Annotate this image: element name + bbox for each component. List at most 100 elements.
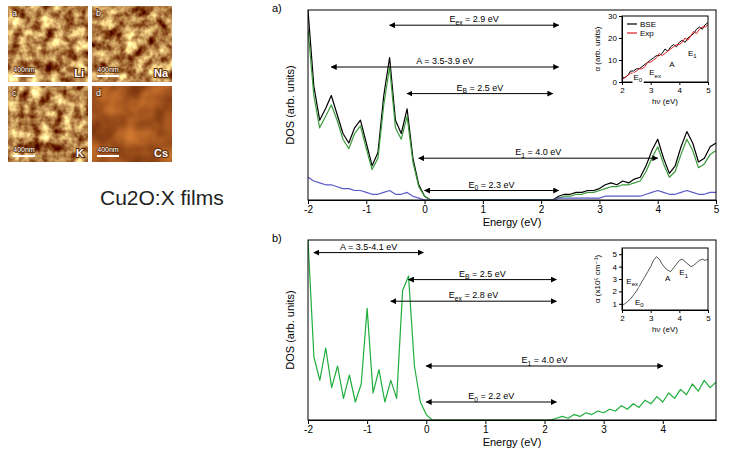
annotation-arrow (331, 67, 558, 68)
tick-mark (708, 310, 709, 313)
series-line (622, 25, 708, 80)
tick-label: 2 (539, 204, 545, 215)
afm-texture (8, 6, 88, 82)
caption: Cu2O:X films (100, 186, 224, 209)
tick-mark (651, 310, 652, 313)
tick-mark (651, 82, 652, 85)
image-letter: a (12, 8, 17, 18)
x-axis: -2-1012345 (304, 200, 720, 215)
label-patch (648, 68, 662, 78)
legend-label: BSE (640, 20, 656, 29)
annotation-label: EB = 2.5 eV (457, 83, 504, 95)
tick-mark (619, 291, 622, 292)
x-tick: 4 (661, 420, 667, 435)
plot-frame (308, 240, 716, 420)
tick-label: 0 (613, 78, 618, 87)
label-subscript: 0 (639, 77, 643, 83)
plot-background (622, 16, 708, 82)
x-tick: 3 (649, 310, 654, 323)
legend-label: Exp (640, 29, 654, 38)
tick-label: 4 (678, 314, 683, 323)
image-letter: d (96, 88, 101, 98)
tick-label: 3 (649, 314, 654, 323)
scale-bar-label: 400nm (13, 146, 35, 153)
x-tick: 5 (714, 200, 720, 215)
point-label: A (665, 274, 671, 283)
image-element: Li (74, 67, 84, 79)
x-tick: 1 (481, 200, 487, 215)
x-tick: 3 (601, 420, 607, 435)
image-element: Cs (154, 147, 168, 159)
scale-bar-label: 400nm (97, 66, 119, 73)
afm-image: a Li 400nm (8, 6, 88, 82)
label-part: = 2.8 eV (462, 290, 498, 300)
panel-label: b) (272, 232, 282, 244)
point-label: E0 (635, 298, 644, 308)
y-tick: 30 (608, 12, 622, 21)
image-element: Na (154, 67, 169, 79)
afm-image: b Na 400nm (92, 6, 172, 82)
panel-label: a) (272, 2, 282, 14)
tick-label: 1 (481, 204, 487, 215)
plot-frame (622, 16, 708, 82)
inset-chart: 23450102030hν (eV)α (arb. units)E0EexAE1… (593, 12, 711, 106)
x-tick: 5 (706, 310, 711, 323)
label-patch (678, 268, 689, 278)
legend: BSEExp (627, 20, 656, 38)
tick-mark (708, 82, 709, 85)
inset-chart: 234512345hν (eV)α (x10⁵ cm⁻¹)E0EexAE1 (593, 248, 711, 334)
y-axis: 0102030 (608, 12, 622, 87)
annotation-arrow (426, 402, 556, 403)
legend-swatch (627, 23, 637, 24)
label-part: = 2.2 eV (478, 391, 514, 401)
tick-mark (619, 304, 622, 305)
label-subscript: ex (655, 73, 661, 79)
x-axis-line (309, 420, 717, 421)
tick-label: -1 (363, 424, 372, 435)
y-tick: 5 (613, 250, 622, 259)
x-tick: 4 (678, 310, 683, 323)
x-tick: -1 (362, 200, 371, 215)
image-letter: b (96, 8, 101, 18)
plot-area (308, 10, 716, 200)
x-axis: 2345 (620, 310, 711, 323)
label-patch (687, 49, 698, 59)
afm-image: cK400nm (8, 86, 88, 162)
tick-mark (619, 254, 622, 255)
tick-label: 5 (706, 314, 711, 323)
label-patch (634, 298, 645, 308)
series-line (308, 10, 716, 200)
x-tick: -2 (304, 420, 313, 435)
tick-label: 3 (613, 275, 618, 284)
x-axis: 2345 (620, 82, 711, 95)
series-line (308, 177, 716, 200)
y-axis-line (622, 249, 623, 311)
tick-label: 4 (661, 424, 667, 435)
tick-label: 20 (608, 34, 617, 43)
annotation-label: E1 = 4.0 eV (515, 147, 561, 159)
image-element: K (76, 147, 84, 159)
tick-label: 2 (542, 424, 548, 435)
annotation-arrow (425, 190, 559, 191)
label-subscript: ex (632, 281, 638, 287)
scale-bar-label: 400nm (13, 66, 35, 73)
tick-mark (619, 60, 622, 61)
scale-bar (97, 75, 119, 77)
label-part: = 2.5 eV (470, 269, 506, 279)
tick-label: 4 (613, 263, 618, 272)
label-patch (668, 60, 676, 69)
annotation-label: EB = 2.5 eV (459, 269, 506, 281)
tick-label: 30 (608, 12, 617, 21)
scale-bar-label: 400nm (97, 146, 119, 153)
scale-bar (13, 75, 35, 77)
tick-label: -2 (304, 424, 313, 435)
tick-mark (679, 310, 680, 313)
y-tick: 0 (613, 78, 622, 87)
annotation-label: E1 = 4.0 eV (521, 355, 567, 367)
x-axis-line (309, 200, 717, 201)
x-tick: 1 (483, 420, 489, 435)
point-label: E1 (688, 49, 697, 59)
tick-label: 0 (424, 424, 430, 435)
series-line (622, 23, 708, 78)
plot-area (308, 240, 716, 420)
